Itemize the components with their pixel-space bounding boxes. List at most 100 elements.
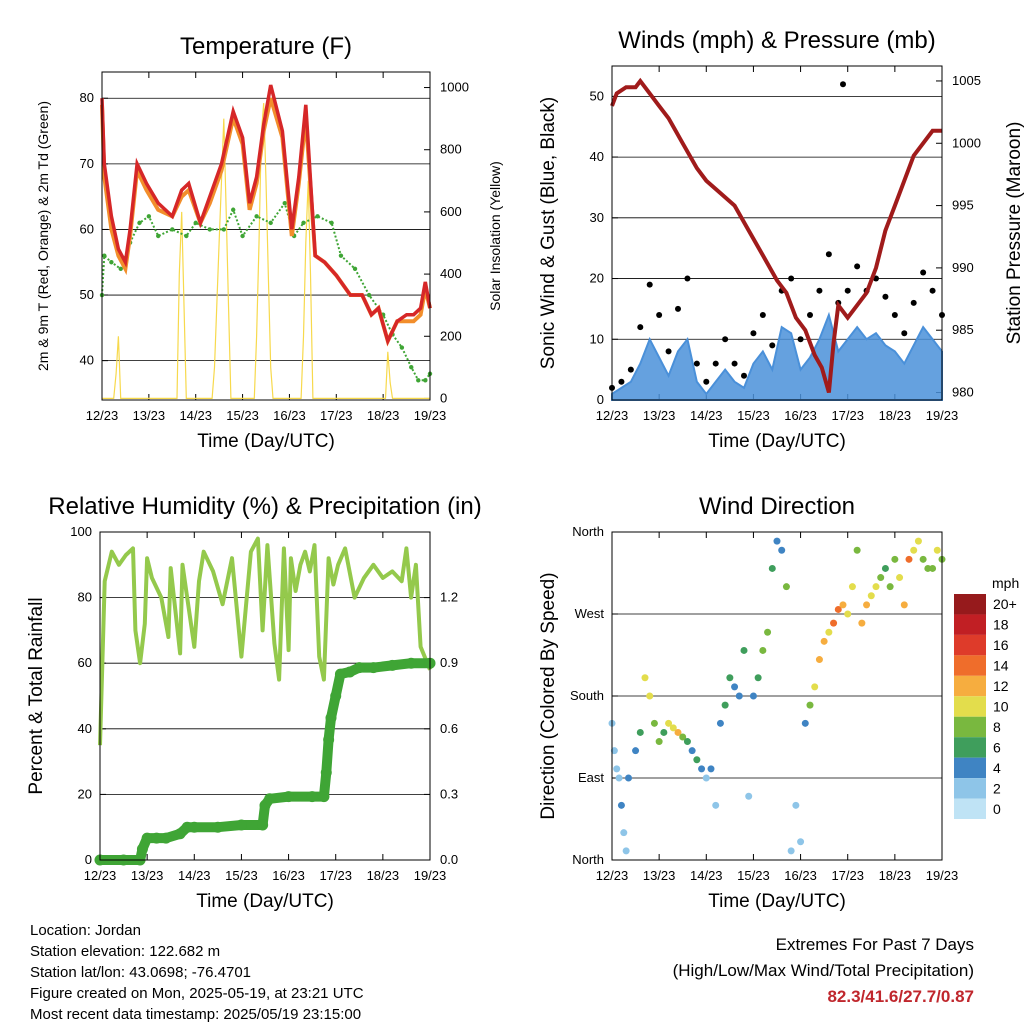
y2-tick-label: 1000: [952, 135, 981, 150]
direction-point: [806, 701, 814, 709]
x-tick-label: 12/23: [596, 868, 629, 883]
direction-point: [610, 747, 618, 755]
colorbar-swatch: [954, 634, 986, 656]
gust-point: [675, 305, 681, 312]
direction-point: [617, 801, 625, 809]
direction-point: [773, 537, 781, 545]
direction-point: [787, 847, 795, 855]
x-tick-label: 17/23: [831, 868, 864, 883]
x-axis-label: Time (Day/UTC): [708, 431, 846, 452]
y2-axis-label: Solar Insolation (Yellow): [487, 161, 503, 311]
direction-point: [754, 674, 762, 682]
colorbar-swatch: [954, 655, 986, 676]
direction-point: [797, 838, 805, 846]
direction-point: [848, 583, 856, 591]
y-tick-label: North: [572, 524, 604, 539]
gust-point: [920, 269, 927, 276]
precip-point: [235, 819, 247, 831]
colorbar-swatch: [954, 778, 986, 799]
colorbar-label: 10: [993, 699, 1009, 715]
x-axis-label: Time (Day/UTC): [197, 431, 335, 452]
x-tick-label: 16/23: [784, 408, 817, 423]
direction-point: [620, 829, 628, 837]
x-tick-label: 16/23: [273, 408, 306, 423]
direction-point: [830, 619, 838, 627]
y2-tick-label: 995: [952, 198, 974, 213]
precip-point: [212, 821, 224, 833]
precip-point: [257, 819, 269, 831]
precip-point: [306, 791, 318, 803]
direction-point: [914, 537, 922, 545]
direction-point: [801, 719, 809, 727]
direction-point: [863, 601, 871, 609]
direction-point: [867, 592, 875, 600]
direction-point: [811, 683, 819, 691]
gust-point: [759, 311, 766, 318]
gust-point: [929, 287, 936, 294]
direction-point: [721, 701, 729, 709]
extremes-subtitle: (High/Low/Max Wind/Total Precipitation): [672, 961, 974, 980]
y-tick-label: 40: [590, 149, 604, 164]
y-tick-label: 30: [590, 210, 604, 225]
gust-point: [807, 311, 813, 318]
y-axis-label: Sonic Wind & Gust (Blue, Black): [538, 97, 559, 369]
y2-tick-label: 600: [440, 204, 462, 219]
y-tick-label: 60: [78, 655, 92, 670]
colorbar-label: 8: [993, 719, 1001, 735]
x-tick-label: 18/23: [879, 868, 912, 883]
extremes-values: 82.3/41.6/27.7/0.87: [827, 987, 974, 1006]
colorbar-swatch: [954, 737, 986, 758]
x-tick-label: 14/23: [178, 868, 211, 883]
rh-line: [98, 536, 432, 746]
precip-point: [334, 668, 346, 680]
y-tick-label: 20: [590, 271, 604, 286]
x-tick-label: 13/23: [133, 408, 166, 423]
gust-point: [891, 311, 898, 318]
direction-point: [679, 733, 687, 741]
precip-point: [330, 690, 342, 702]
x-tick-label: 18/23: [879, 408, 912, 423]
latlon-text: Station lat/lon: 43.0698; -76.4701: [30, 964, 252, 981]
direction-point: [688, 747, 696, 755]
gust-point: [703, 378, 710, 385]
direction-point: [877, 574, 885, 582]
direction-point: [665, 719, 673, 727]
y2-tick-label: 1000: [440, 80, 469, 95]
direction-point: [745, 792, 753, 800]
y-tick-label: 70: [80, 156, 94, 171]
x-tick-label: 19/23: [926, 868, 959, 883]
direction-point: [641, 674, 649, 682]
gust-point: [618, 378, 625, 385]
colorbar-label: 18: [993, 617, 1009, 633]
direction-point: [905, 555, 913, 563]
colorbar-swatch: [954, 716, 986, 738]
solar-line: [102, 103, 430, 399]
colorbar-label: 6: [993, 739, 1001, 755]
precip-point: [264, 793, 276, 805]
direction-point: [844, 610, 852, 618]
precip-point: [344, 666, 356, 678]
direction-point: [764, 628, 772, 636]
direction-point: [615, 774, 623, 782]
direction-point: [891, 555, 899, 563]
direction-point: [712, 801, 720, 809]
gust-point: [844, 287, 851, 294]
y2-tick-label: 0.9: [440, 655, 458, 670]
station-info: Location: Jordan Station elevation: 122.…: [30, 920, 364, 1025]
x-tick-label: 18/23: [367, 408, 400, 423]
y-tick-label: 10: [590, 331, 604, 346]
direction-point: [919, 555, 927, 563]
temp-2m-line: [100, 84, 432, 346]
y-tick-label: 20: [78, 786, 92, 801]
precip-line: [95, 658, 435, 865]
direction-point: [815, 656, 823, 664]
direction-point: [740, 646, 748, 654]
precip-point: [136, 843, 148, 855]
gust-point: [731, 360, 738, 367]
gust-point: [797, 336, 804, 343]
y-tick-label: 40: [78, 721, 92, 736]
y-tick-label: 80: [80, 90, 94, 105]
temperature-chart: Temperature (F)4050607080020040060080010…: [35, 33, 503, 452]
x-tick-label: 16/23: [784, 868, 817, 883]
direction-point: [731, 683, 739, 691]
